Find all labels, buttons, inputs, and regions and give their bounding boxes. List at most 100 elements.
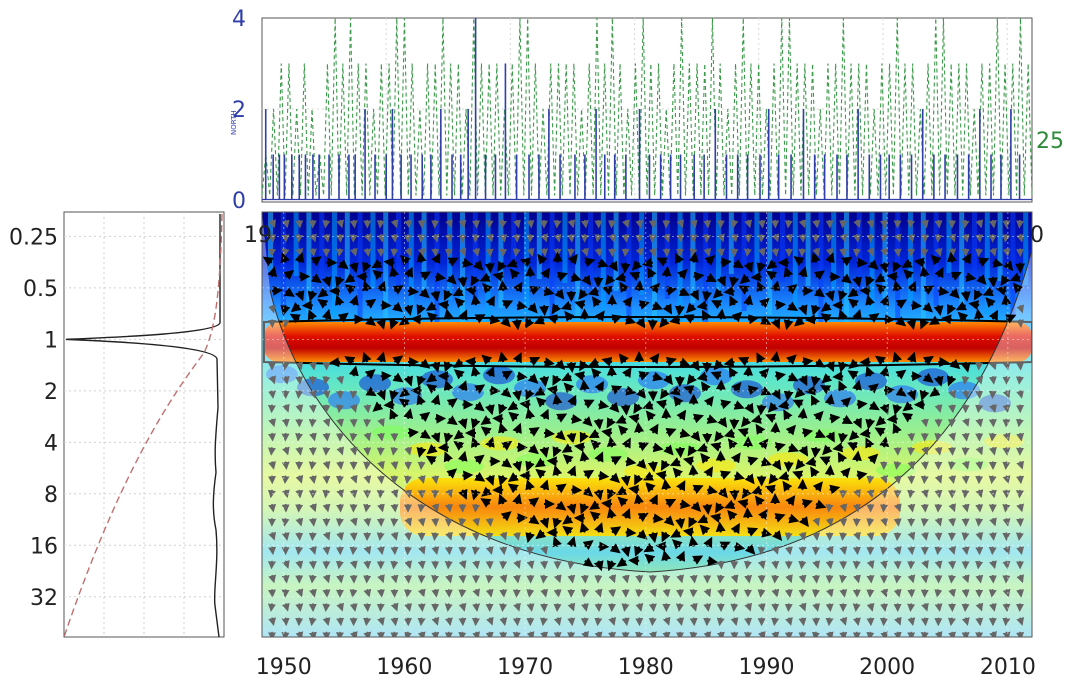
phase-arrow	[906, 351, 917, 363]
phase-arrow	[322, 219, 331, 229]
phase-arrow	[688, 251, 699, 263]
phase-arrow	[636, 529, 648, 540]
phase-arrow	[866, 489, 875, 499]
phase-arrow	[865, 365, 875, 378]
phase-arrow	[866, 219, 875, 229]
phase-arrow	[703, 234, 712, 243]
phase-arrow	[988, 309, 998, 321]
phase-arrow	[805, 456, 817, 467]
phase-arrow	[543, 357, 555, 368]
phase-arrow	[948, 404, 957, 414]
phase-arrow	[593, 489, 604, 501]
phase-arrow	[693, 271, 705, 282]
phase-arrow	[606, 560, 617, 572]
phase-arrow	[444, 234, 453, 243]
phase-arrow	[798, 445, 809, 457]
phase-arrow	[363, 518, 372, 527]
wavelet-x-tick: 1970	[497, 655, 553, 680]
phase-arrow	[417, 503, 426, 513]
phase-arrow	[771, 388, 781, 401]
phase-arrow	[344, 356, 356, 366]
phase-arrow	[540, 546, 549, 555]
phase-arrow	[840, 273, 852, 284]
phase-arrow	[810, 466, 820, 478]
phase-arrow	[392, 301, 403, 313]
phase-arrow	[540, 233, 548, 243]
phase-arrow	[445, 273, 457, 285]
phase-arrow	[594, 310, 605, 322]
phase-arrow	[281, 418, 290, 428]
phase-arrow	[582, 486, 594, 497]
phase-arrow	[985, 297, 996, 308]
phase-arrow	[840, 467, 851, 479]
phase-arrow	[444, 560, 453, 570]
phase-arrow	[934, 266, 944, 279]
phase-arrow	[268, 219, 276, 229]
phase-arrow	[349, 589, 358, 598]
top-axis-remnant-left: 19	[244, 223, 272, 248]
phase-arrow	[819, 456, 831, 466]
phase-arrow	[336, 461, 345, 470]
phase-arrow	[989, 404, 997, 413]
phase-arrow	[675, 550, 685, 562]
phase-arrow	[552, 464, 563, 476]
phase-arrow	[566, 361, 577, 373]
phase-arrow	[907, 432, 916, 442]
phase-arrow	[283, 287, 295, 297]
phase-arrow	[696, 442, 708, 453]
phase-arrow	[651, 300, 663, 311]
phase-arrow	[866, 560, 875, 569]
phase-arrow	[499, 574, 508, 584]
phase-arrow	[317, 287, 329, 298]
phase-arrow	[837, 451, 848, 463]
phase-arrow	[853, 219, 861, 229]
phase-arrow	[989, 446, 997, 456]
phase-arrow	[525, 389, 535, 401]
phase-arrow	[458, 574, 467, 584]
phase-arrow	[624, 314, 637, 325]
phase-arrow	[485, 248, 494, 257]
phase-arrow	[756, 280, 766, 293]
phase-arrow	[1016, 432, 1025, 442]
phase-arrow	[594, 234, 603, 243]
phase-arrow	[404, 489, 413, 499]
phase-arrow	[294, 252, 305, 264]
phase-arrow	[499, 603, 508, 612]
phase-arrow	[798, 560, 807, 570]
phase-arrow	[710, 442, 722, 452]
phase-arrow	[587, 286, 599, 297]
top-axis-remnant-right: 0	[1030, 223, 1044, 248]
phase-arrow	[743, 261, 754, 273]
phase-arrow	[526, 560, 535, 570]
phase-arrow	[485, 295, 495, 307]
phase-arrow	[308, 518, 317, 527]
phase-arrow	[906, 319, 917, 331]
phase-arrow	[747, 314, 759, 325]
phase-arrow	[733, 400, 745, 410]
phase-arrow	[907, 447, 916, 456]
phase-arrow	[795, 458, 806, 470]
phase-arrow	[289, 313, 301, 324]
phase-arrow	[692, 484, 704, 494]
phase-arrow	[420, 271, 432, 281]
phase-arrow	[554, 359, 566, 371]
phase-arrow	[430, 394, 441, 406]
phase-arrow	[588, 428, 600, 438]
time-series-y-tick: 2	[232, 98, 246, 123]
phase-arrow	[766, 259, 778, 270]
phase-arrow	[489, 314, 501, 325]
phase-arrow	[893, 475, 902, 485]
phase-arrow	[648, 532, 658, 544]
phase-arrow	[578, 288, 589, 300]
phase-arrow	[268, 503, 277, 513]
phase-arrow	[481, 486, 492, 497]
phase-arrow	[645, 482, 656, 493]
phase-arrow	[539, 479, 550, 491]
phase-arrow	[866, 518, 875, 527]
phase-arrow	[390, 489, 399, 498]
phase-arrow	[968, 300, 980, 310]
phase-arrow	[756, 262, 767, 274]
phase-arrow	[901, 258, 913, 268]
phase-arrow	[425, 455, 437, 466]
phase-arrow	[404, 574, 413, 584]
